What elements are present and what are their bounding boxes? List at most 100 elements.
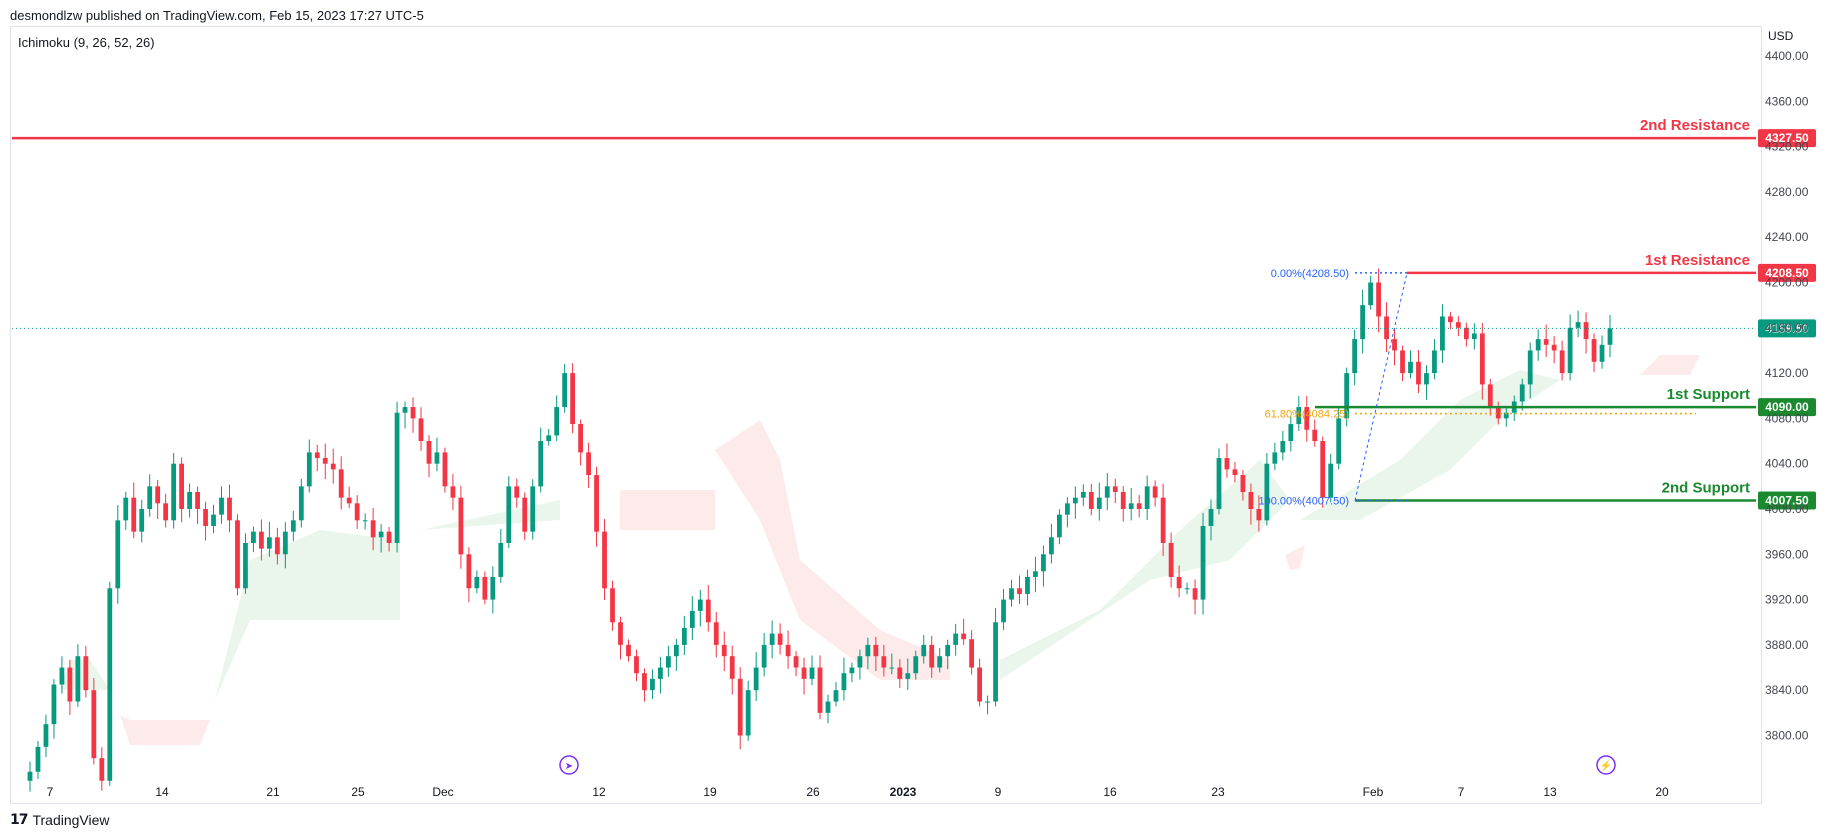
candle-body [1168, 542, 1174, 577]
candle-body [51, 684, 57, 725]
candle-body [1503, 412, 1509, 419]
candle-body [243, 542, 248, 589]
candle-body [322, 458, 328, 464]
candle-body [1368, 282, 1373, 306]
candle-body [1360, 305, 1366, 340]
candle-body [298, 486, 304, 521]
candle-body [1392, 339, 1397, 351]
x-tick-label: Feb [1363, 785, 1384, 799]
candle-body [689, 610, 695, 628]
earnings-event-icon[interactable]: ⚡ [1596, 755, 1616, 775]
candle-body [1559, 350, 1565, 374]
ichimoku-cloud [215, 530, 400, 700]
y-tick-label: 4400.00 [1765, 49, 1809, 63]
candle-body [466, 554, 472, 589]
y-tick-label: 4360.00 [1765, 94, 1809, 108]
candle-body [1432, 350, 1437, 374]
candle-body [147, 486, 153, 509]
candle-body [1543, 339, 1549, 345]
earnings-event-glyph: ⚡ [1600, 759, 1612, 772]
publisher-info: desmondlzw published on TradingView.com,… [10, 8, 424, 23]
candle-body [777, 633, 783, 645]
candle-body [514, 486, 520, 498]
y-tick-label: 3800.00 [1765, 729, 1809, 743]
candle-body [1064, 503, 1070, 515]
candle-body [1080, 492, 1086, 498]
level-price-badge [1758, 491, 1816, 510]
level-price-badge [1758, 398, 1816, 417]
candle-body [546, 435, 552, 442]
candle-body [745, 690, 751, 736]
candle-body [1416, 361, 1421, 385]
candle-body [961, 633, 967, 640]
candle-body [594, 475, 599, 532]
candle-body [1072, 497, 1078, 504]
currency-label: USD [1768, 29, 1794, 43]
candle-body [562, 373, 568, 408]
candle-body [314, 452, 320, 459]
y-tick-label: 4040.00 [1765, 457, 1809, 471]
candle-body [801, 667, 807, 679]
candle-body [865, 644, 871, 657]
candle-body [1232, 469, 1238, 476]
candle-body [1216, 458, 1222, 509]
candle-body [1017, 588, 1022, 594]
split-event-icon[interactable]: ➤ [559, 755, 579, 775]
y-tick-label: 4240.00 [1765, 230, 1809, 244]
candle-body [1328, 463, 1334, 498]
fib-level-label: 0.00%(4208.50) [1271, 268, 1349, 280]
candle-body [1336, 418, 1342, 464]
candle-body [673, 644, 679, 657]
ichimoku-cloud [715, 420, 950, 680]
candle-body [35, 746, 41, 772]
candle-body [1152, 486, 1158, 498]
candle-body [889, 667, 895, 669]
level-price-label: 4327.50 [1765, 131, 1809, 145]
candle-body [219, 497, 224, 515]
candle-body [426, 441, 432, 464]
candle-body [267, 537, 272, 549]
candle-body [1551, 344, 1557, 351]
candle-body [346, 497, 352, 504]
candle-body [618, 622, 623, 645]
candle-body [1400, 350, 1405, 374]
candle-body [330, 463, 336, 470]
ichimoku-cloud [1000, 460, 1290, 680]
earnings-event-circle [1596, 755, 1616, 775]
candle-body [187, 492, 192, 509]
candle-body [1176, 576, 1182, 589]
candle-body [953, 633, 959, 645]
indicator-legend[interactable]: Ichimoku (9, 26, 52, 26) [18, 35, 155, 50]
candle-body [1527, 350, 1533, 385]
candle-body [203, 509, 208, 526]
candle-body [1384, 316, 1389, 340]
candle-body [1304, 407, 1310, 430]
x-tick-label: Dec [432, 785, 453, 799]
candle-body [586, 452, 591, 476]
candle-body [67, 667, 73, 702]
candle-body [450, 486, 456, 498]
split-event-glyph: ➤ [565, 761, 573, 772]
candle-body [211, 514, 216, 526]
x-tick-label: 23 [1211, 785, 1225, 799]
ichimoku-cloud [1640, 355, 1700, 375]
x-tick-label: 12 [592, 785, 606, 799]
candle-body [43, 724, 49, 747]
candle-body [1240, 475, 1246, 493]
candle-body [1575, 322, 1581, 328]
candle-body [282, 531, 288, 555]
candle-body [937, 656, 943, 668]
x-tick-label: 2023 [890, 785, 917, 799]
candle-body [1128, 503, 1134, 509]
candle-body [458, 497, 464, 555]
candle-body [761, 644, 767, 668]
candle-body [402, 407, 408, 413]
candle-body [681, 627, 687, 645]
candle-body [729, 656, 735, 679]
level-price-label: 4007.50 [1765, 494, 1809, 508]
ichimoku-cloud [420, 500, 560, 530]
candle-body [809, 667, 815, 679]
candle-body [1120, 492, 1126, 509]
candle-body [793, 656, 799, 668]
